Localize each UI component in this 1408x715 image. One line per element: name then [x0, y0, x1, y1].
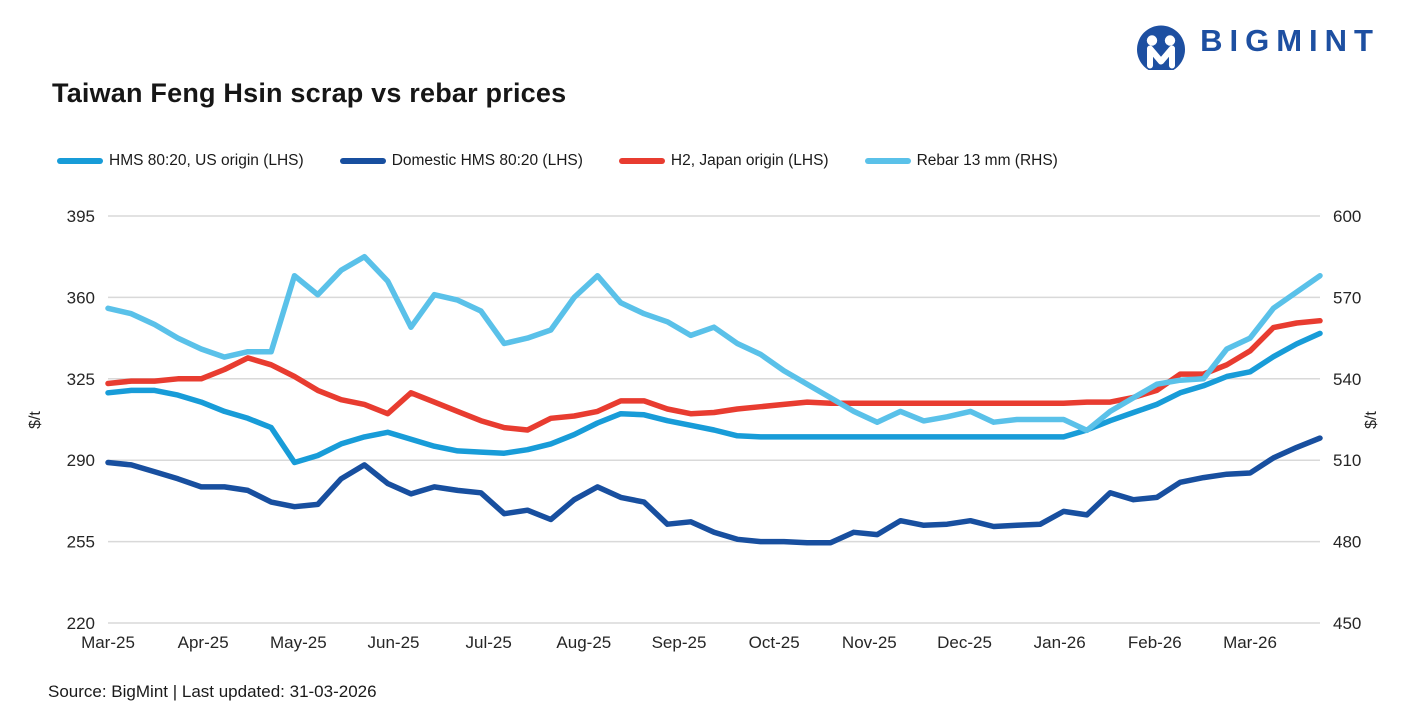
y-axis-tick-left: 360 — [67, 288, 95, 307]
y-axis-tick-right: 600 — [1333, 207, 1361, 226]
y-axis-tick-left: 290 — [67, 451, 95, 470]
x-axis-tick: Dec-25 — [937, 633, 992, 652]
y-axis-tick-right: 570 — [1333, 288, 1361, 307]
bigmint-logo-icon — [1137, 25, 1186, 70]
x-axis-tick: Jul-25 — [466, 633, 512, 652]
legend-item: H2, Japan origin (LHS) — [618, 152, 829, 170]
y-axis-tick-left: 220 — [67, 614, 95, 633]
x-axis-tick: Aug-25 — [556, 633, 611, 652]
x-axis-tick: Feb-26 — [1128, 633, 1182, 652]
x-axis-tick: May-25 — [270, 633, 327, 652]
series-line-domestic-hms-80-20-lhs- — [105, 435, 1323, 546]
legend-label: H2, Japan origin (LHS) — [670, 152, 829, 169]
legend-label: Rebar 13 mm (RHS) — [916, 152, 1058, 169]
legend-swatch — [618, 158, 665, 164]
legend-label: Domestic HMS 80:20 (LHS) — [391, 152, 583, 169]
x-axis-tick: Jan-26 — [1034, 633, 1086, 652]
y-axis-tick-right: 480 — [1333, 533, 1361, 552]
y-axis-tick-left: 255 — [67, 533, 95, 552]
y-axis-tick-left: 395 — [67, 207, 95, 226]
legend-label: HMS 80:20, US origin (LHS) — [109, 152, 304, 169]
x-axis-tick: Oct-25 — [749, 633, 800, 652]
legend-swatch — [864, 158, 911, 164]
x-axis-tick: Jun-25 — [368, 633, 420, 652]
y-axis-tick-right: 540 — [1333, 370, 1361, 389]
legend-item: HMS 80:20, US origin (LHS) — [57, 152, 304, 170]
y-axis-tick-right: 450 — [1333, 614, 1361, 633]
series-line-h2-japan-origin-lhs- — [105, 317, 1323, 433]
legend-swatch — [57, 158, 103, 164]
y-axis-tick-right: 510 — [1333, 451, 1361, 470]
series-line-hms-80-20-us-origin-lhs- — [105, 330, 1323, 466]
y-axis-label-right: $/t — [1363, 411, 1380, 429]
source-note: Source: BigMint | Last updated: 31-03-20… — [48, 682, 377, 701]
x-axis-tick: Mar-26 — [1223, 633, 1277, 652]
legend-item: Rebar 13 mm (RHS) — [864, 152, 1058, 170]
bigmint-logo-text: BIGMINT — [1200, 23, 1380, 58]
legend-swatch — [339, 158, 386, 164]
x-axis-tick: Nov-25 — [842, 633, 897, 652]
y-axis-tick-left: 325 — [67, 370, 95, 389]
chart-legend: HMS 80:20, US origin (LHS) Domestic HMS 8… — [57, 152, 1058, 170]
x-axis-tick: Sep-25 — [652, 633, 707, 652]
series-line-rebar-13-mm-rhs- — [105, 253, 1323, 434]
x-axis-tick: Apr-25 — [178, 633, 229, 652]
chart-title: Taiwan Feng Hsin scrap vs rebar prices — [52, 78, 567, 108]
x-axis-tick: Mar-25 — [81, 633, 135, 652]
legend-item: Domestic HMS 80:20 (LHS) — [339, 152, 583, 170]
bigmint-logo: BIGMINT — [1134, 12, 1380, 70]
y-axis-label-left: $/t — [27, 411, 44, 429]
